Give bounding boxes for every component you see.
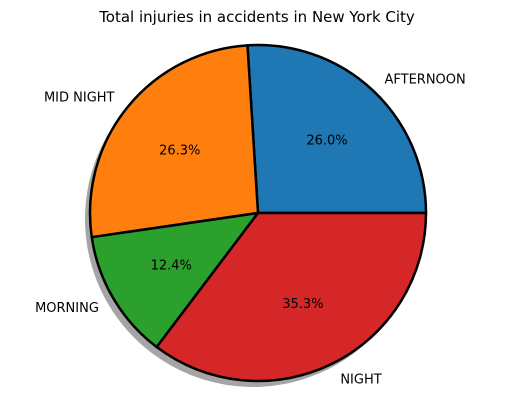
- pie-slices: [88, 43, 428, 383]
- slice-mid-night: [88, 44, 260, 239]
- category-label-afternoon: AFTERNOON: [385, 72, 466, 87]
- slice-morning: [90, 211, 260, 349]
- value-label-mid-night: 26.3%: [159, 143, 200, 158]
- slice-night: [155, 211, 428, 383]
- value-label-morning: 12.4%: [151, 258, 192, 273]
- value-label-night: 35.3%: [282, 297, 323, 312]
- pie-labels: 26.0% AFTERNOON 26.3% MID NIGHT 12.4% MORNING…: [35, 72, 466, 387]
- category-label-night: NIGHT: [340, 372, 381, 387]
- chart-title: Total injuries in accidents in New York …: [98, 8, 415, 26]
- value-label-afternoon: 26.0%: [306, 134, 347, 149]
- category-label-morning: MORNING: [35, 301, 99, 316]
- category-label-mid-night: MID NIGHT: [44, 91, 115, 106]
- slice-afternoon: [246, 43, 428, 215]
